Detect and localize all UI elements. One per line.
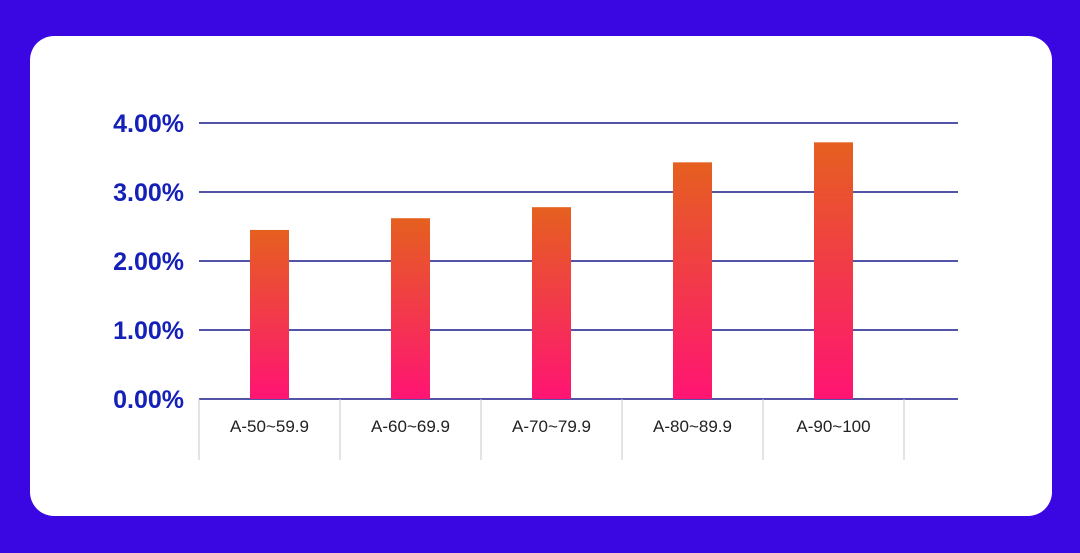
- y-tick-label: 3.00%: [113, 179, 184, 207]
- bar-3: [532, 207, 571, 399]
- x-axis-category-dividers: [198, 399, 905, 460]
- x-tick-label: A-50~59.9: [230, 417, 309, 436]
- bar-4: [673, 162, 712, 399]
- x-tick-label: A-70~79.9: [512, 417, 591, 436]
- y-axis-tick-labels: 0.00% 1.00% 2.00% 3.00% 4.00%: [113, 110, 184, 414]
- x-tick-label: A-60~69.9: [371, 417, 450, 436]
- x-tick-label: A-80~89.9: [653, 417, 732, 436]
- y-tick-label: 4.00%: [113, 110, 184, 138]
- y-tick-label: 2.00%: [113, 248, 184, 276]
- x-tick-label: A-90~100: [796, 417, 870, 436]
- bar-5: [814, 142, 853, 399]
- bar-1: [250, 229, 289, 399]
- y-tick-label: 0.00%: [113, 386, 184, 414]
- x-axis-tick-labels: A-50~59.9 A-60~69.9 A-70~79.9 A-80~89.9 A-90…: [230, 417, 871, 436]
- bar-2: [391, 218, 430, 399]
- y-tick-label: 1.00%: [113, 317, 184, 345]
- bars: [250, 142, 853, 399]
